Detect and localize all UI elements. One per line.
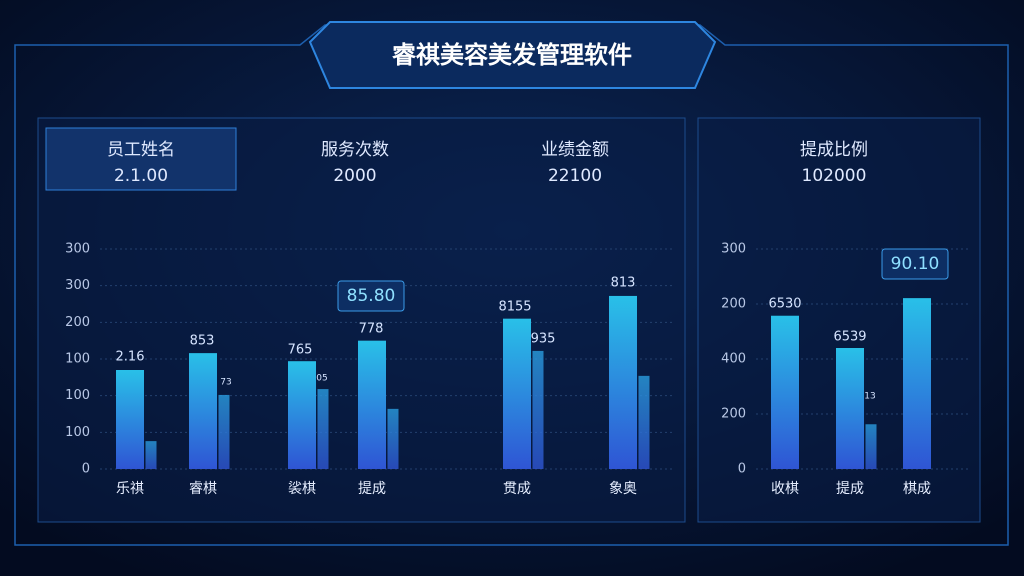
bar (638, 375, 650, 469)
annotation: 778 (359, 322, 384, 337)
y-tick-label: 100 (65, 388, 90, 403)
annotation: 13 (864, 392, 875, 402)
y-tick-label: 200 (65, 315, 90, 330)
x-tick-label: 收棋 (771, 481, 799, 497)
stat-value: 2000 (333, 166, 376, 186)
y-tick-label: 300 (65, 278, 90, 293)
stat-label: 业绩金额 (541, 140, 609, 160)
bar (771, 315, 799, 469)
bar (387, 408, 399, 469)
annotation: 813 (611, 276, 636, 291)
stat-label: 服务次数 (321, 140, 389, 160)
y-tick-label: 200 (721, 297, 746, 312)
bar (503, 318, 531, 469)
bar (865, 424, 877, 469)
bar (532, 350, 544, 469)
y-tick-label: 100 (65, 352, 90, 367)
x-tick-label: 象奥 (609, 480, 637, 497)
annotation: 853 (190, 334, 215, 349)
callout-box (881, 248, 949, 280)
x-tick-label: 棋成 (903, 481, 931, 497)
annotation: 05 (316, 374, 327, 384)
x-tick-label: 贯成 (503, 481, 531, 497)
bar (609, 295, 637, 469)
y-tick-label: 0 (738, 462, 746, 477)
annotation: 85.80 (347, 286, 396, 306)
bar (317, 389, 329, 469)
x-tick-label: 乐祺 (116, 481, 144, 497)
bar (836, 348, 864, 469)
annotation: 935 (531, 332, 556, 347)
bar (218, 394, 230, 469)
stat-label: 提成比例 (800, 140, 868, 160)
x-tick-label: 裟棋 (288, 481, 316, 497)
annotation: 6530 (768, 297, 801, 312)
bar (358, 340, 386, 469)
y-tick-label: 0 (82, 462, 90, 477)
bar (189, 353, 217, 469)
bar (288, 361, 316, 469)
bar (903, 298, 931, 469)
y-tick-label: 400 (721, 352, 746, 367)
title: 睿祺美容美发管理软件 (392, 41, 632, 69)
callout-box (337, 280, 405, 312)
y-tick-label: 300 (65, 242, 90, 257)
annotation: 2.16 (116, 350, 145, 365)
annotation: 8155 (498, 300, 531, 315)
stat-value: 102000 (802, 166, 867, 186)
x-tick-label: 提成 (358, 481, 386, 497)
x-tick-label: 睿棋 (189, 481, 217, 497)
annotation: 73 (220, 378, 231, 388)
annotation: 90.10 (891, 254, 940, 274)
stat-value: 22100 (548, 166, 602, 186)
annotation: 765 (288, 343, 313, 358)
y-tick-label: 200 (721, 407, 746, 422)
bar (116, 370, 144, 469)
x-tick-label: 提成 (836, 481, 864, 497)
title-frame (308, 21, 717, 89)
outer-frame (14, 24, 1009, 546)
stat-value: 2.1.00 (114, 166, 168, 186)
stat-label: 员工姓名 (107, 140, 175, 160)
y-tick-label: 100 (65, 425, 90, 440)
stat-card-active (45, 127, 237, 191)
y-tick-label: 300 (721, 242, 746, 257)
bar (145, 441, 157, 469)
annotation: 6539 (833, 330, 866, 345)
